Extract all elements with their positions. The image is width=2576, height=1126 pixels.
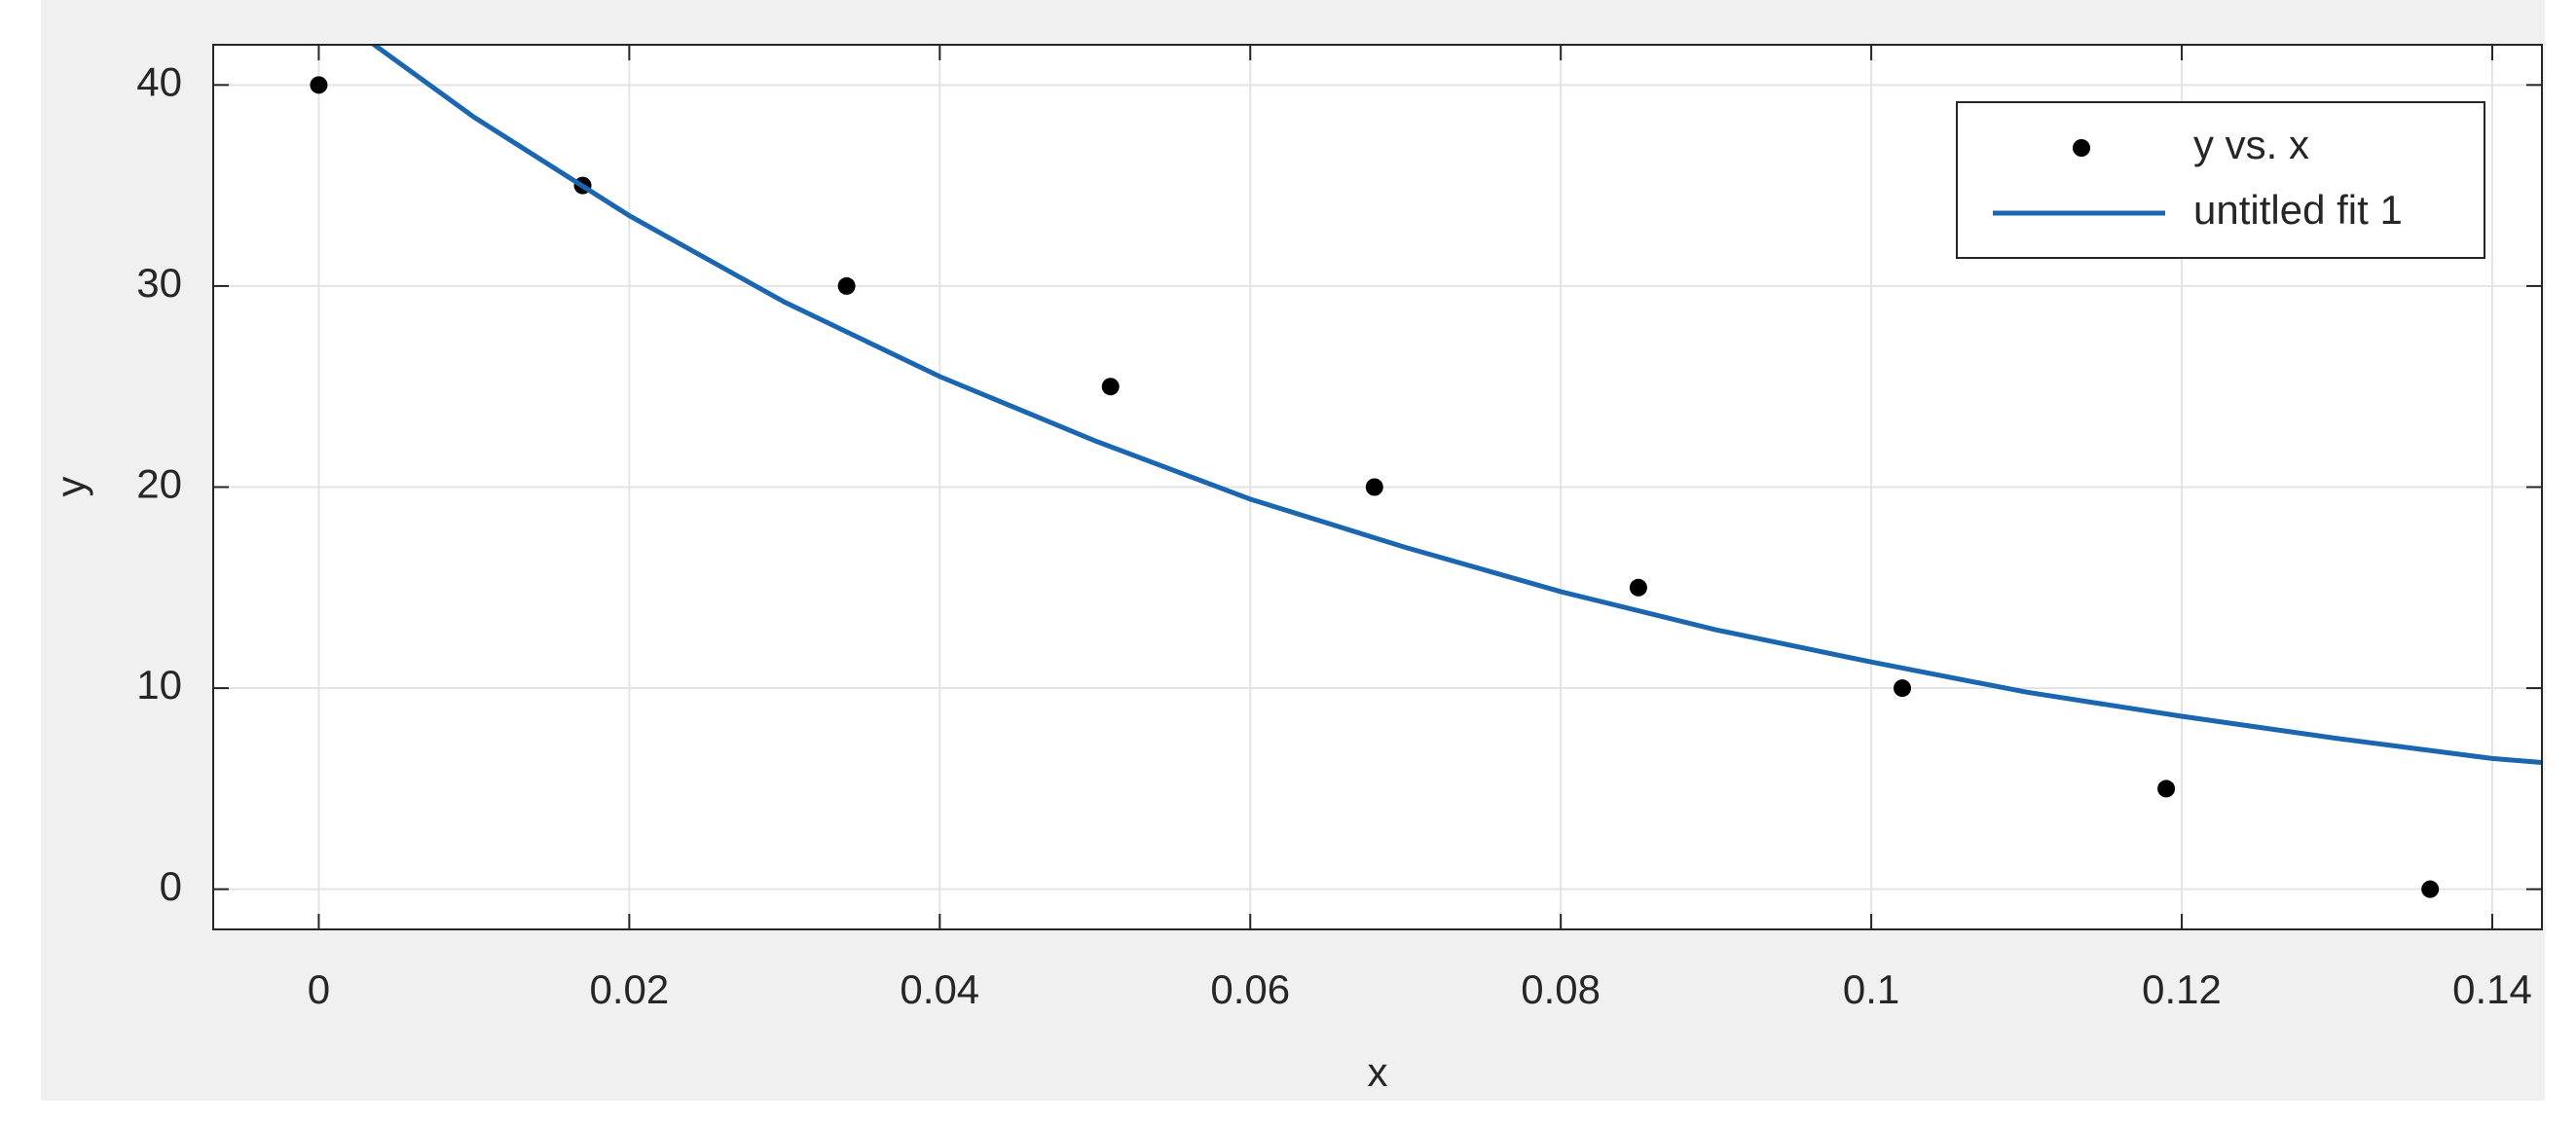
data-point	[1893, 679, 1911, 698]
data-point	[1101, 378, 1120, 396]
x-tick-label: 0.02	[589, 966, 669, 1012]
legend-label: y vs. x	[2193, 122, 2309, 167]
y-tick-label: 40	[136, 58, 182, 104]
x-tick-label: 0	[308, 966, 330, 1012]
x-tick-label: 0.1	[1843, 966, 1899, 1012]
x-tick-label: 0.12	[2142, 966, 2222, 1012]
fit-line	[370, 45, 2542, 766]
x-tick-label: 0.08	[1521, 966, 1601, 1012]
y-tick-label: 0	[160, 863, 182, 909]
data-point	[1365, 478, 1383, 496]
x-tick-label: 0.14	[2452, 966, 2532, 1012]
legend-label: untitled fit 1	[2193, 187, 2403, 233]
y-axis-label: y	[48, 477, 93, 497]
data-point	[310, 76, 328, 94]
legend-box	[1956, 101, 2485, 259]
legend-marker	[2073, 139, 2090, 157]
data-point	[837, 276, 856, 295]
plot-area	[310, 45, 2542, 898]
y-tick-label: 10	[136, 662, 182, 708]
data-point	[1629, 578, 1647, 597]
x-axis-label: x	[1368, 1049, 1388, 1095]
y-tick-label: 20	[136, 461, 182, 507]
legend: y vs. x untitled fit 1	[1956, 101, 2485, 259]
ticks: 0 0.02 0.04 0.06 0.08 0.1 0.12 0.14 0 10 20 30 40	[136, 45, 2542, 1012]
data-point	[2421, 880, 2440, 898]
x-tick-label: 0.06	[1210, 966, 1290, 1012]
data-point	[2157, 780, 2176, 798]
y-tick-label: 30	[136, 260, 182, 306]
x-tick-label: 0.04	[900, 966, 979, 1012]
